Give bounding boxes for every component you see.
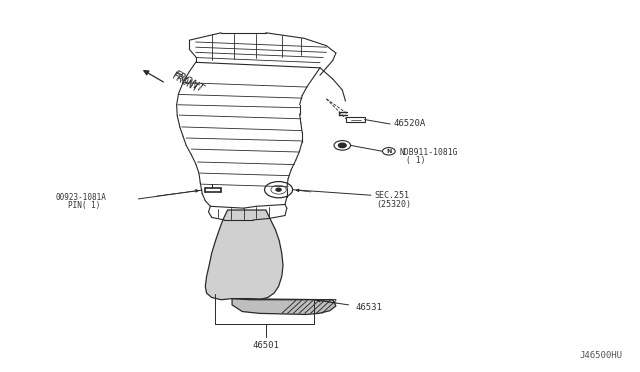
Text: NDB911-1081G: NDB911-1081G (399, 148, 458, 157)
Text: SEC.251: SEC.251 (374, 191, 409, 200)
Text: ( 1): ( 1) (406, 156, 426, 166)
Text: FRONT: FRONT (172, 69, 206, 94)
Text: PIN( 1): PIN( 1) (68, 201, 100, 211)
Text: 00923-1081A: 00923-1081A (56, 193, 106, 202)
Text: J46500HU: J46500HU (580, 350, 623, 360)
Text: (25320): (25320) (376, 200, 411, 209)
FancyBboxPatch shape (346, 116, 365, 122)
Text: FRONT: FRONT (170, 71, 201, 94)
Polygon shape (232, 299, 336, 314)
Text: 46520A: 46520A (394, 119, 426, 128)
Polygon shape (205, 210, 283, 300)
Circle shape (276, 188, 281, 191)
Circle shape (339, 143, 346, 148)
Text: N: N (386, 149, 392, 154)
Text: 46501: 46501 (252, 341, 279, 350)
Text: 46531: 46531 (355, 302, 382, 312)
